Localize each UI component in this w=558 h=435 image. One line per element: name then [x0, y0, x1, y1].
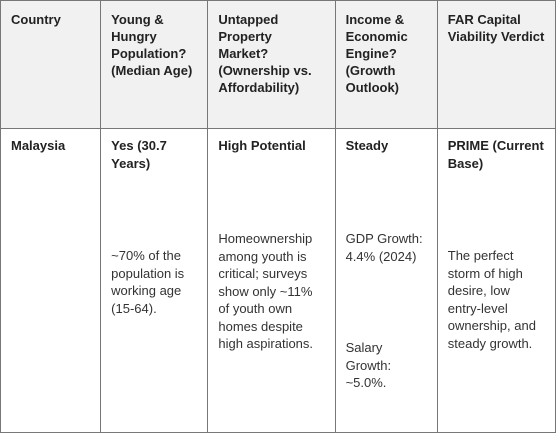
country-name: Malaysia: [11, 138, 66, 153]
untapped-verdict: High Potential: [218, 138, 306, 153]
far-detail: The perfect storm of high desire, low en…: [447, 248, 536, 351]
header-young-population: Young & Hungry Population? (Median Age): [100, 0, 209, 129]
young-verdict: Yes (30.7 Years): [111, 138, 167, 171]
income-verdict: Steady: [345, 138, 389, 153]
far-verdict: PRIME (Current Base): [447, 138, 544, 171]
table-header: Country Young & Hungry Population? (Medi…: [0, 0, 557, 129]
header-country: Country: [0, 0, 102, 129]
header-untapped-market: Untapped Property Market? (Ownership vs.…: [207, 0, 336, 129]
income-salary-growth: Salary Growth: ~5.0%.: [345, 340, 392, 390]
cell-far-verdict: PRIME (Current Base) The perfect storm o…: [436, 128, 557, 433]
header-row: Country Young & Hungry Population? (Medi…: [0, 0, 557, 129]
cell-income-engine: Steady GDP Growth: 4.4% (2024) Salary Gr…: [334, 128, 438, 433]
cell-young-population: Yes (30.7 Years) ~70% of the population …: [100, 128, 209, 433]
young-detail: ~70% of the population is working age (1…: [111, 248, 185, 316]
table-body: Malaysia Yes (30.7 Years) ~70% of the po…: [0, 128, 557, 433]
cell-untapped-market: High Potential Homeownership among youth…: [207, 128, 336, 433]
untapped-detail: Homeownership among youth is critical; s…: [218, 231, 314, 351]
income-gdp-growth: GDP Growth: 4.4% (2024): [345, 231, 423, 264]
table-row: Malaysia Yes (30.7 Years) ~70% of the po…: [0, 128, 557, 433]
header-far-verdict: FAR Capital Viability Verdict: [436, 0, 557, 129]
cell-country: Malaysia: [0, 128, 102, 433]
header-income-engine: Income & Economic Engine? (Growth Outloo…: [334, 0, 438, 129]
